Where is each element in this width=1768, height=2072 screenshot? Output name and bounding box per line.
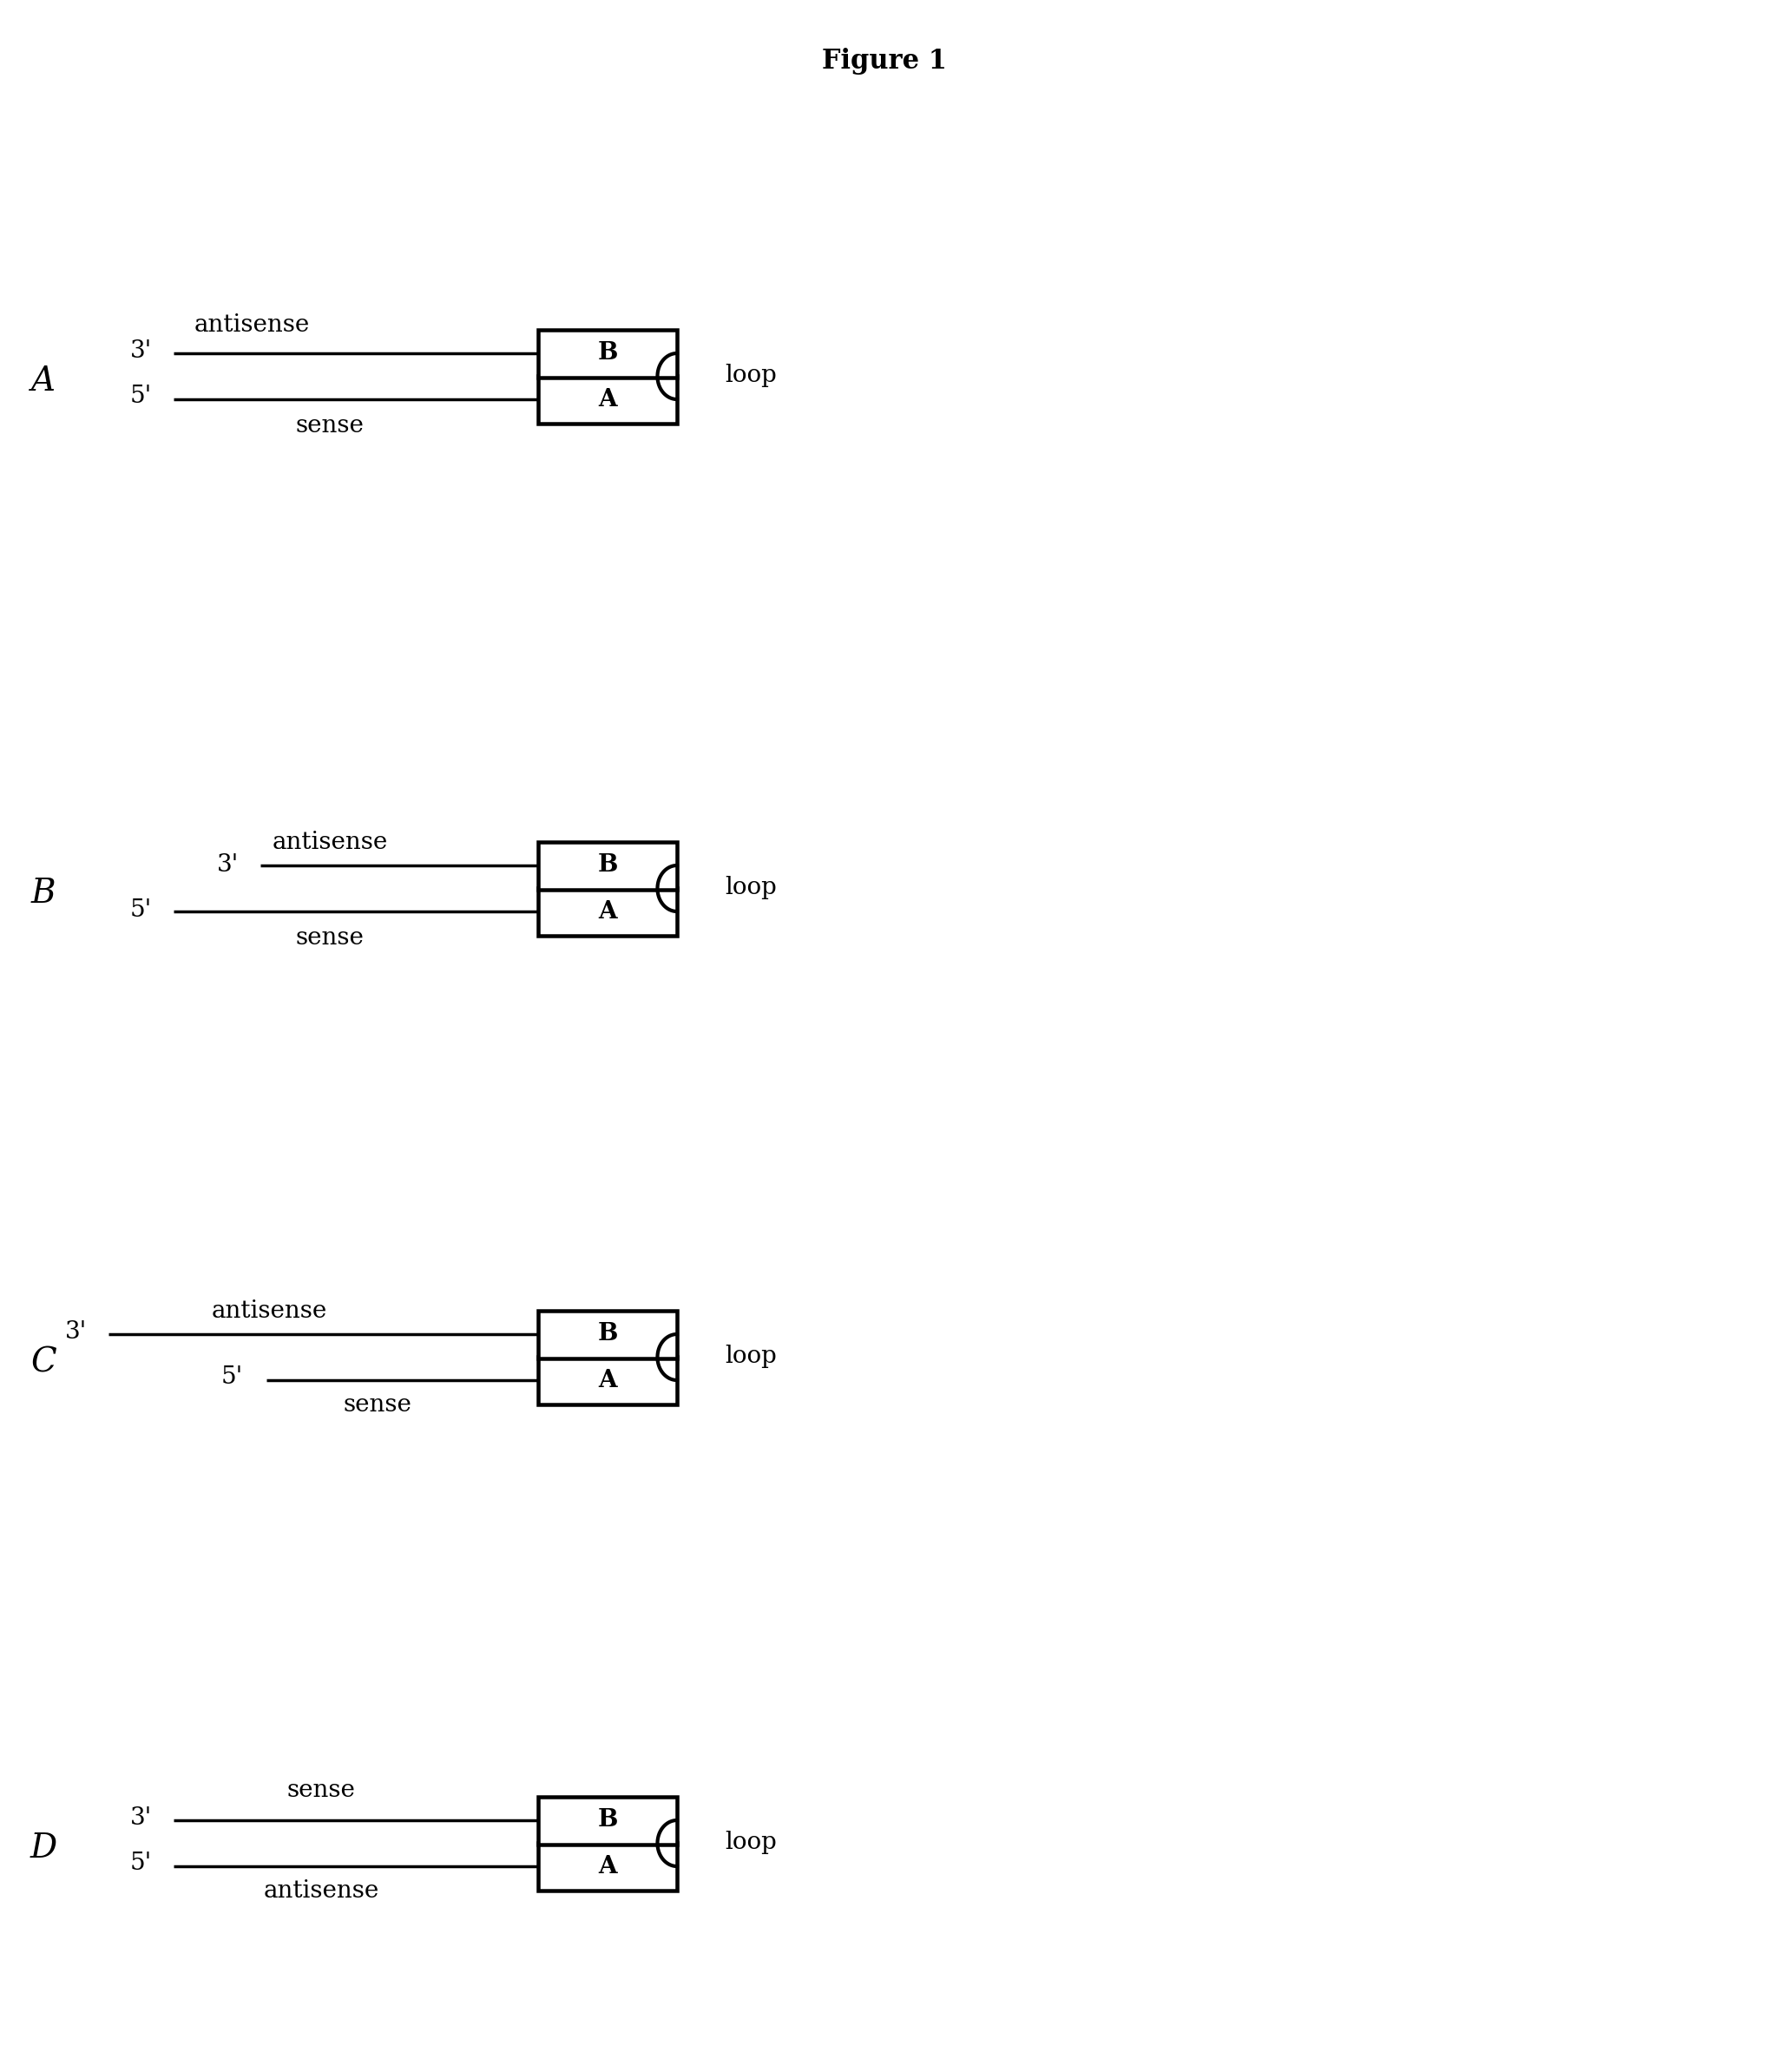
Text: 5': 5': [131, 897, 152, 922]
Text: B: B: [598, 1809, 617, 1832]
Bar: [537, 329, 677, 377]
Text: loop: loop: [725, 365, 776, 387]
Text: antisense: antisense: [194, 313, 309, 338]
Text: A: A: [32, 367, 55, 398]
Text: 5': 5': [221, 1365, 242, 1390]
Text: loop: loop: [725, 1832, 776, 1854]
Text: 5': 5': [131, 1852, 152, 1875]
Text: B: B: [598, 854, 617, 876]
Text: C: C: [30, 1347, 57, 1378]
Text: B: B: [32, 879, 57, 910]
Text: A: A: [598, 387, 617, 410]
Text: 5': 5': [131, 385, 152, 408]
Text: antisense: antisense: [263, 1879, 378, 1902]
Text: sense: sense: [295, 926, 364, 949]
Text: antisense: antisense: [272, 831, 387, 854]
Text: 3': 3': [65, 1320, 87, 1343]
Text: antisense: antisense: [210, 1299, 327, 1322]
Bar: [537, 1357, 677, 1405]
Text: B: B: [598, 1322, 617, 1347]
Bar: [537, 1796, 677, 1844]
Text: A: A: [598, 1368, 617, 1392]
Text: loop: loop: [725, 876, 776, 899]
Text: sense: sense: [343, 1392, 412, 1415]
Text: D: D: [30, 1834, 57, 1865]
Bar: [537, 375, 677, 423]
Text: 3': 3': [131, 1807, 152, 1830]
Text: sense: sense: [286, 1780, 355, 1803]
Text: 3': 3': [131, 340, 152, 363]
Text: loop: loop: [725, 1345, 776, 1368]
Text: B: B: [598, 342, 617, 365]
Bar: [537, 887, 677, 934]
Text: 3': 3': [217, 854, 239, 876]
Text: sense: sense: [295, 414, 364, 437]
Text: A: A: [598, 899, 617, 924]
Bar: [537, 841, 677, 889]
Text: A: A: [598, 1854, 617, 1877]
Text: Figure 1: Figure 1: [822, 48, 946, 75]
Bar: [537, 1842, 677, 1890]
Bar: [537, 1310, 677, 1357]
